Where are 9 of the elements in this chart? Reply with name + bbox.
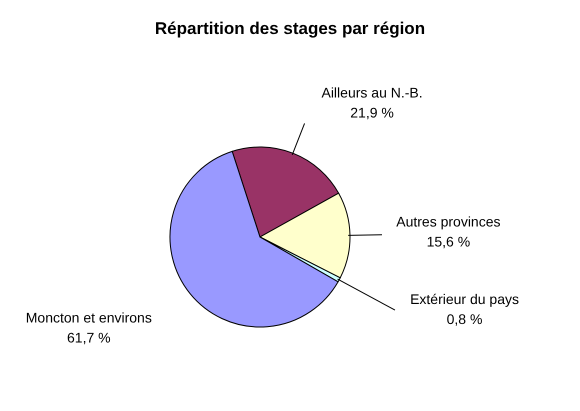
data-label: 61,7 % — [67, 329, 111, 346]
chart-title: Répartition des stages par région — [154, 19, 426, 38]
data-label: 15,6 % — [426, 234, 470, 250]
slice-label: Ailleurs au N.-B. — [321, 84, 423, 101]
slice-label: Moncton et environs — [26, 309, 152, 326]
data-label: 0,8 % — [446, 311, 482, 328]
data-label: 21,9 % — [350, 104, 394, 121]
slice-label: Autres provinces — [396, 214, 501, 230]
slice-label: Extérieur du pays — [410, 291, 520, 308]
